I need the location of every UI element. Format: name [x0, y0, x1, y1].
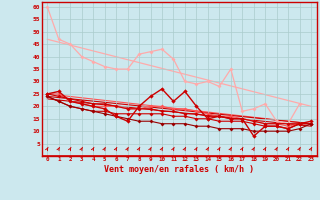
X-axis label: Vent moyen/en rafales ( km/h ): Vent moyen/en rafales ( km/h ) — [104, 165, 254, 174]
